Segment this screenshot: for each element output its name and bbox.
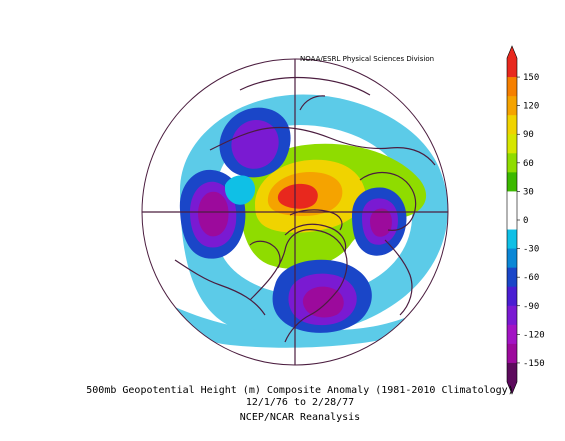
colorbar-block [507, 267, 517, 288]
colorbar-tick-label: -60 [523, 273, 539, 283]
colorbar-tick-label: -120 [523, 330, 545, 340]
colorbar-block [507, 134, 517, 154]
colorbar-tick-label: 120 [523, 102, 539, 112]
colorbar-tick-label: 0 [523, 216, 528, 226]
colorbar-block [507, 58, 517, 78]
caption-dates: 12/1/76 to 2/28/77 [245, 397, 355, 408]
colorbar-block [507, 96, 517, 116]
colorbar-blocks [506, 45, 518, 395]
negative-band-south [160, 300, 420, 348]
colorbar-outline [506, 45, 518, 395]
coastlines [174, 76, 436, 343]
anomaly-field [142, 59, 448, 365]
colorbar-arrow-top [507, 46, 517, 58]
colorbar-block [507, 324, 517, 345]
caption-title: 500mb Geopotential Height (m) Composite … [86, 385, 514, 396]
colorbar-block [507, 153, 517, 173]
colorbar-block [507, 210, 517, 231]
colorbar-block [507, 305, 517, 326]
caption-source: NCEP/NCAR Reanalysis [239, 412, 361, 423]
colorbar-block [507, 248, 517, 269]
colorbar-block [507, 229, 517, 250]
negative-siberia-mid [231, 120, 279, 169]
negative-europe-core [370, 208, 392, 237]
colorbar: 150 120 90 60 30 0 -30 -60 -90 -120 -150 [506, 45, 545, 395]
positive-peak [277, 183, 318, 209]
colorbar-tick-label: 150 [523, 73, 539, 83]
colorbar-block [507, 115, 517, 135]
negative-eastern-us-core [302, 286, 344, 318]
negative-pacific-core [198, 191, 229, 237]
colorbar-ticks: 150 120 90 60 30 0 -30 -60 -90 -120 -150 [517, 73, 545, 369]
colorbar-tick-label: -30 [523, 245, 539, 255]
map-boundary [141, 58, 449, 366]
colorbar-block [507, 286, 517, 307]
negative-aleutian-ring [225, 175, 256, 205]
colorbar-block [507, 77, 517, 97]
colorbar-block [507, 191, 517, 211]
colorbar-block [507, 172, 517, 192]
colorbar-arrow-bottom [507, 382, 517, 394]
colorbar-tick-label: -150 [523, 359, 545, 369]
credit-text: NOAA/ESRL Physical Sciences Division [300, 55, 435, 63]
colorbar-tick-label: 30 [523, 187, 534, 197]
colorbar-tick-label: 90 [523, 130, 534, 140]
colorbar-tick-label: 60 [523, 159, 534, 169]
colorbar-block [507, 343, 517, 364]
colorbar-block [507, 362, 517, 383]
colorbar-tick-label: -90 [523, 302, 539, 312]
